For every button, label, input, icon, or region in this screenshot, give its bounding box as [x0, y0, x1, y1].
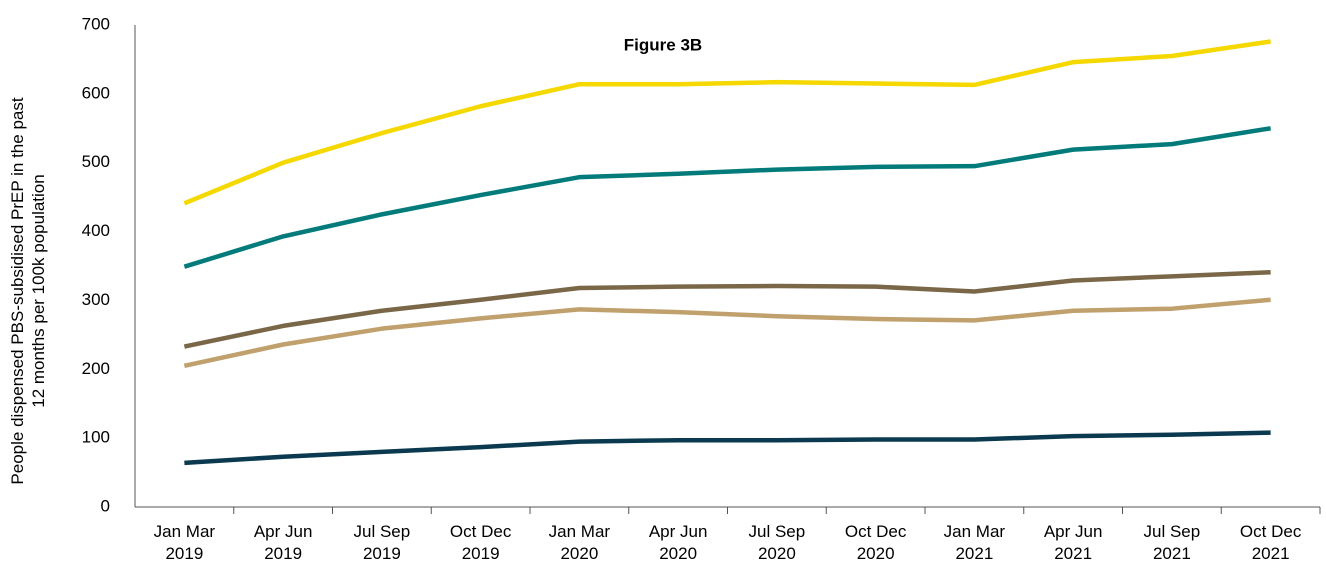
y-tick-label: 300 — [82, 290, 110, 309]
y-tick-label: 500 — [82, 152, 110, 171]
y-tick-label: 200 — [82, 359, 110, 378]
series-line — [183, 39, 1271, 206]
x-tick-label: Oct Dec 2021 — [1239, 522, 1302, 563]
y-tick-label: 600 — [82, 83, 110, 102]
series-line — [184, 430, 1271, 466]
series-line — [183, 126, 1271, 269]
y-tick-label: 700 — [82, 14, 110, 33]
series-line — [183, 269, 1271, 349]
y-tick-label: 0 — [101, 496, 110, 515]
series-line — [183, 297, 1271, 369]
x-tick-label: Jan Mar 2021 — [943, 522, 1006, 563]
x-tick-label: Apr Jun 2019 — [253, 522, 313, 563]
y-tick-label: 400 — [82, 221, 110, 240]
x-tick-label: Jul Sep 2019 — [353, 522, 411, 563]
x-tick-label: Jan Mar 2020 — [548, 522, 611, 563]
x-tick-label: Apr Jun 2020 — [648, 522, 708, 563]
x-tick-label: Jul Sep 2021 — [1143, 522, 1201, 563]
x-tick-label: Apr Jun 2021 — [1043, 522, 1103, 563]
y-tick-label: 100 — [82, 428, 110, 447]
x-tick-label: Jan Mar 2019 — [153, 522, 216, 563]
x-tick-label: Oct Dec 2020 — [844, 522, 907, 563]
y-axis-label: People dispensed PBS-subsidised PrEP in … — [8, 97, 48, 485]
x-tick-label: Jul Sep 2020 — [748, 522, 806, 563]
chart-title: Figure 3B — [624, 35, 702, 54]
x-tick-label: Oct Dec 2019 — [449, 522, 512, 563]
